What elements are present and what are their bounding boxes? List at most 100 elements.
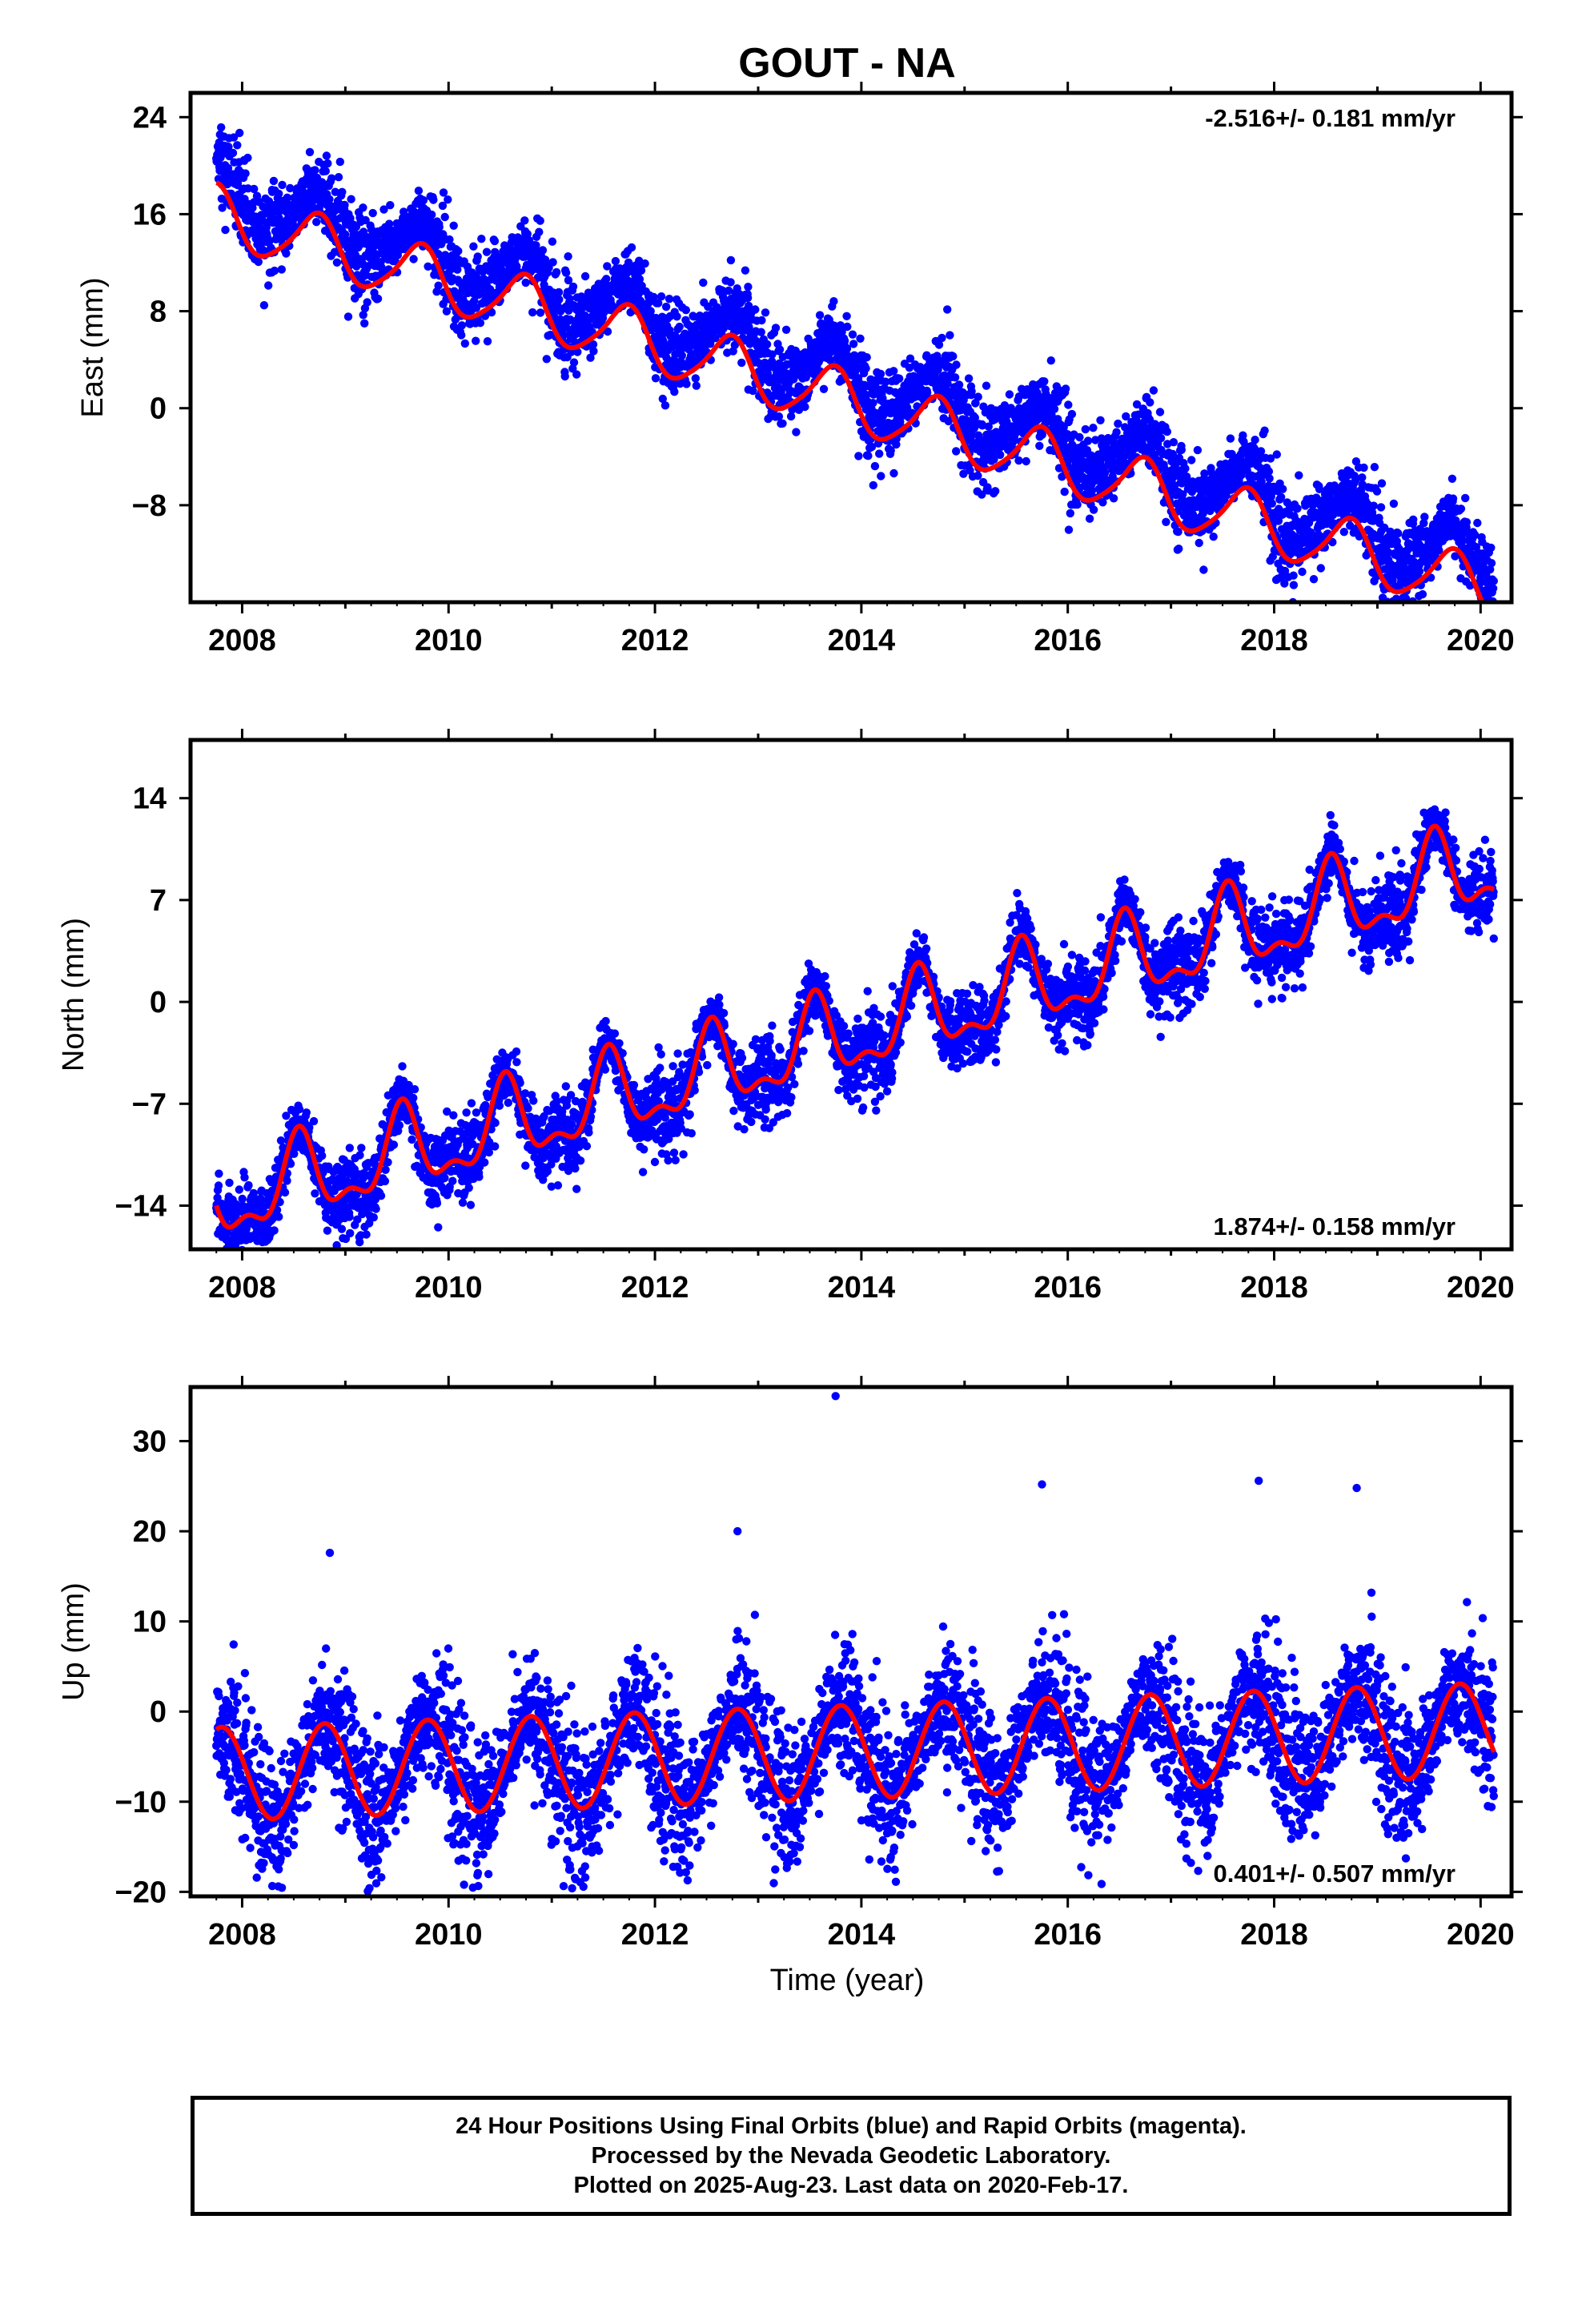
east-point: [1376, 503, 1386, 512]
east-point: [476, 319, 485, 328]
east-point: [1146, 398, 1154, 407]
east-point: [1289, 571, 1298, 580]
east-y-tick-label: 16: [133, 198, 167, 231]
east-point: [627, 243, 636, 252]
east-y-axis-label: East (mm): [76, 277, 110, 417]
east-point: [589, 347, 598, 356]
north-point: [345, 1144, 354, 1152]
north-point: [280, 1188, 290, 1197]
north-point: [276, 1136, 286, 1145]
north-point: [275, 1212, 283, 1221]
east-point: [990, 455, 998, 464]
east-point: [1209, 533, 1218, 541]
east-point: [744, 283, 753, 292]
east-point: [692, 381, 701, 390]
east-point: [889, 468, 898, 478]
east-point: [1174, 527, 1182, 537]
east-point: [580, 271, 590, 281]
east-point: [269, 176, 279, 186]
east-point: [842, 344, 852, 353]
east-point: [564, 252, 572, 261]
east-point: [771, 324, 781, 332]
east-point: [536, 216, 544, 225]
east-point: [938, 333, 946, 343]
east-point: [943, 379, 952, 388]
east-point: [1473, 518, 1482, 528]
east-point: [1156, 433, 1166, 443]
east-point: [978, 490, 986, 499]
east-point: [762, 340, 772, 349]
east-point: [264, 281, 273, 290]
east-point: [946, 331, 954, 340]
east-point: [1199, 509, 1207, 518]
east-point: [386, 201, 395, 210]
east-point: [228, 148, 238, 158]
east-point: [661, 302, 671, 312]
east-point: [870, 461, 880, 471]
east-point: [561, 268, 571, 277]
north-point: [355, 1151, 364, 1160]
east-point: [842, 312, 851, 320]
east-point: [743, 293, 753, 303]
north-point: [309, 1116, 319, 1126]
east-point: [323, 159, 332, 168]
east-point: [335, 157, 344, 167]
north-point: [214, 1181, 223, 1190]
east-point: [1162, 517, 1170, 526]
east-x-tick-label: 2012: [621, 624, 689, 657]
east-point: [886, 446, 895, 455]
north-point: [318, 1152, 327, 1160]
east-point: [881, 377, 890, 386]
east-point: [368, 208, 377, 218]
east-point: [656, 292, 666, 301]
east-point: [984, 422, 994, 431]
east-point: [1038, 430, 1047, 439]
east-point: [741, 266, 750, 275]
east-point: [449, 221, 458, 230]
east-point: [334, 173, 343, 182]
east-point: [338, 187, 347, 196]
north-point: [362, 1230, 371, 1239]
east-point: [528, 308, 537, 317]
east-point: [278, 180, 287, 190]
east-point: [482, 247, 492, 256]
east-point: [745, 323, 753, 332]
east-point: [235, 128, 244, 138]
east-x-tick-label: 2020: [1447, 624, 1515, 657]
east-point: [359, 311, 367, 320]
east-point: [472, 336, 480, 345]
east-point: [221, 225, 230, 235]
east-point: [681, 306, 690, 315]
east-point: [1195, 538, 1203, 548]
east-point: [603, 327, 612, 336]
east-point: [954, 380, 964, 389]
east-point: [361, 215, 370, 225]
east-point: [1251, 436, 1259, 444]
north-point: [270, 1226, 279, 1235]
east-point: [978, 421, 987, 430]
north-point: [244, 1180, 253, 1190]
east-point: [470, 296, 479, 305]
east-point: [490, 236, 500, 246]
east-point: [254, 257, 263, 267]
east-point: [950, 373, 960, 382]
east-point: [869, 480, 878, 490]
east-point: [923, 388, 932, 397]
east-point: [677, 351, 686, 360]
north-point: [346, 1228, 355, 1238]
east-point: [1085, 514, 1094, 523]
east-point: [483, 337, 492, 346]
east-point: [1487, 543, 1496, 553]
east-point: [737, 358, 746, 368]
east-point: [991, 487, 1000, 496]
east-point: [1187, 456, 1196, 464]
east-point: [1309, 575, 1319, 584]
north-point: [215, 1169, 223, 1178]
east-point: [636, 266, 646, 275]
east-point: [1389, 499, 1399, 509]
east-point: [856, 334, 865, 343]
east-point: [801, 402, 809, 412]
east-point: [414, 187, 424, 195]
east-point: [277, 265, 286, 274]
